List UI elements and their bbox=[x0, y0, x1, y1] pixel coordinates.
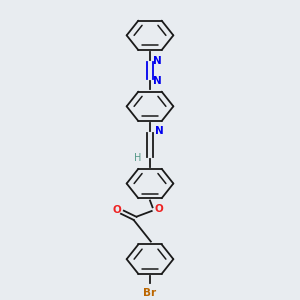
Text: N: N bbox=[155, 126, 164, 136]
Text: N: N bbox=[153, 56, 162, 66]
Text: N: N bbox=[153, 76, 162, 86]
Text: O: O bbox=[113, 206, 122, 215]
Text: Br: Br bbox=[143, 288, 157, 298]
Text: O: O bbox=[155, 204, 164, 214]
Text: H: H bbox=[134, 153, 142, 163]
